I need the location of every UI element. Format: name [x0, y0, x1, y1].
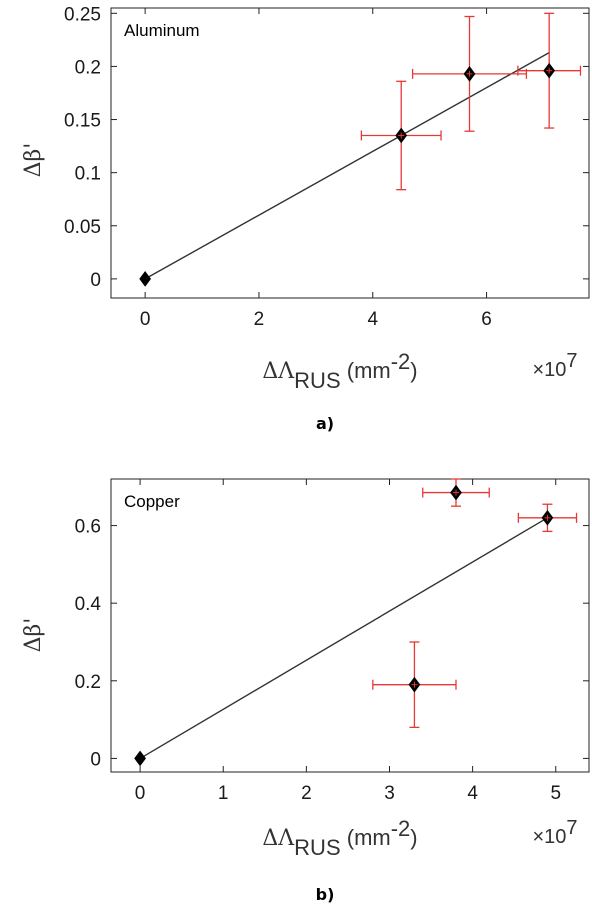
x-label-close: ): [410, 358, 417, 383]
multiplier-exponent: 7: [566, 350, 577, 372]
x-label-subscript: RUS: [294, 368, 340, 393]
y-tick-label: 0.4: [75, 594, 102, 615]
data-point: [422, 478, 490, 507]
multiplier-base: ×10: [532, 359, 566, 381]
x-tick-label: 3: [384, 783, 395, 804]
y-tick-label: 0.1: [75, 164, 101, 185]
plot-frame: [110, 7, 590, 299]
chart-panel-b: 0 1 2 3 4 5 0 0.2 0.4 0.6 Copper Δβ' ΔΛRUS (mm-2) ×10…: [21, 478, 590, 904]
data-point: [139, 271, 152, 287]
y-tick-label: 0.25: [64, 4, 101, 25]
x-tick-label: 6: [481, 309, 492, 330]
multiplier-base: ×10: [532, 826, 566, 848]
plot-frame: [110, 478, 590, 773]
diamond-marker: [134, 750, 146, 767]
panel-caption: b): [316, 885, 335, 904]
x-tick-label: 0: [135, 783, 146, 804]
chart-panel-a: 0 2 4 6 0 0.05 0.1 0.15 0.2 0.25 Aluminum Δβ' ΔΛRUS …: [21, 4, 590, 433]
data-point: [411, 15, 528, 132]
y-axis-label: Δβ': [21, 618, 46, 653]
x-label-unit: (mm: [341, 358, 391, 383]
x-axis-label: ΔΛRUS (mm-2): [262, 816, 417, 860]
x-label-unit: (mm: [341, 825, 391, 850]
data-point: [517, 503, 578, 533]
diamond-marker: [139, 271, 152, 287]
x-axis-multiplier: ×107: [532, 817, 577, 848]
x-tick-label: 4: [467, 783, 478, 804]
inset-label: Aluminum: [124, 21, 200, 40]
y-axis-label: Δβ': [21, 143, 46, 178]
x-tick-label: 4: [367, 309, 378, 330]
x-label-exponent: -2: [391, 816, 411, 841]
x-axis-multiplier: ×107: [532, 350, 577, 381]
x-tick-label: 1: [218, 783, 229, 804]
y-tick-label: 0.15: [64, 111, 101, 132]
data-point: [360, 80, 442, 191]
x-tick-label: 5: [550, 783, 561, 804]
x-tick-label: 2: [254, 309, 265, 330]
data-point: [372, 641, 457, 729]
y-tick-label: 0.2: [75, 57, 101, 78]
multiplier-exponent: 7: [566, 817, 577, 839]
data-point: [134, 750, 146, 767]
x-tick-label: 2: [301, 783, 312, 804]
x-label-symbol: ΔΛ: [262, 826, 295, 851]
y-tick-label: 0.6: [75, 517, 101, 538]
panel-caption: a): [316, 414, 334, 433]
x-label-symbol: ΔΛ: [262, 359, 295, 384]
fit-line: [139, 517, 548, 760]
fit-line: [144, 52, 550, 280]
data-point: [517, 12, 582, 129]
inset-label: Copper: [124, 492, 180, 511]
y-tick-label: 0: [90, 270, 101, 291]
y-tick-label: 0: [90, 749, 101, 770]
x-axis-label: ΔΛRUS (mm-2): [262, 349, 417, 393]
x-label-close: ): [410, 825, 417, 850]
x-label-exponent: -2: [391, 349, 411, 374]
y-tick-label: 0.2: [75, 672, 101, 693]
x-tick-label: 0: [140, 309, 151, 330]
y-tick-label: 0.05: [64, 217, 101, 238]
x-label-subscript: RUS: [294, 835, 340, 860]
